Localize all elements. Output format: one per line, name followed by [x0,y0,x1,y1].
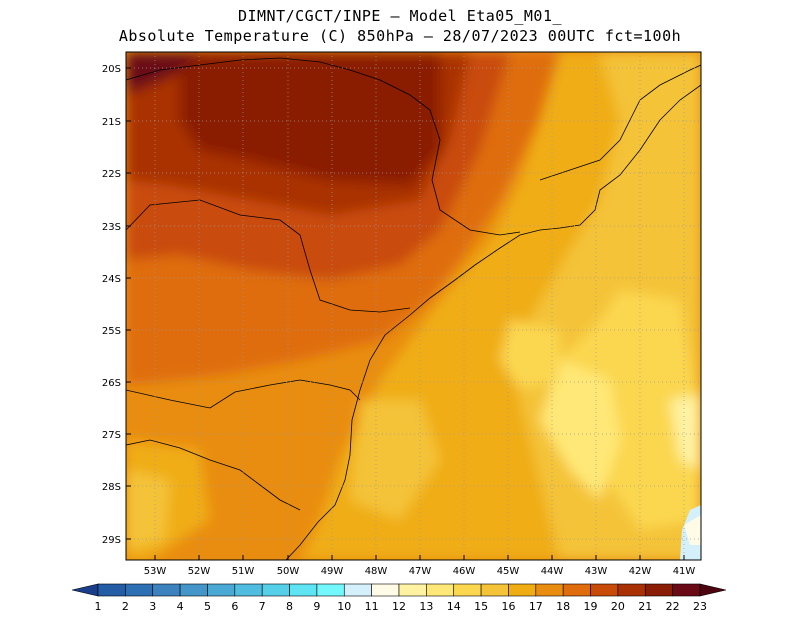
colorbar-box [316,583,345,597]
colorbar: 1 2 3 4 5 6 7 8 9 10 11 12 13 14 15 16 17 18 19 20 21 22 23 [71,583,727,613]
colorbar-box [535,583,564,597]
colorbar-box [426,583,455,597]
colorbar-label: 16 [501,600,515,613]
lon-label: 45W [497,566,520,577]
map-frame [125,51,702,561]
colorbar-label: 13 [419,600,433,613]
colorbar-label: 6 [231,600,238,613]
lon-label: 46W [453,566,476,577]
colorbar-low-arrow [71,583,99,597]
lat-label: 25S [102,326,121,337]
lon-label: 48W [365,566,388,577]
lat-label: 24S [102,274,121,285]
temperature-field [126,52,701,560]
colorbar-box [617,583,646,597]
colorbar-label: 8 [286,600,293,613]
lat-label: 22S [102,169,121,180]
colorbar-box [125,583,154,597]
colorbar-label: 7 [259,600,266,613]
colorbar-label: 4 [177,600,184,613]
lon-label: 50W [277,566,300,577]
colorbar-label: 20 [611,600,625,613]
colorbar-label: 12 [392,600,406,613]
lat-label: 20S [102,64,121,75]
colorbar-label: 9 [313,600,320,613]
colorbar-label: 23 [693,600,707,613]
colorbar-label: 19 [584,600,598,613]
colorbar-box [371,583,400,597]
colorbar-box [480,583,509,597]
lon-label: 52W [188,566,211,577]
lon-label: 49W [321,566,344,577]
colorbar-label: 1 [95,600,102,613]
colorbar-box [398,583,427,597]
lon-label: 47W [409,566,432,577]
colorbar-box [453,583,482,597]
colorbar-label: 11 [365,600,379,613]
colorbar-label: 17 [529,600,543,613]
colorbar-box [97,583,126,597]
colorbar-box [152,583,181,597]
colorbar-label: 14 [447,600,461,613]
colorbar-label: 5 [204,600,211,613]
colorbar-box [207,583,236,597]
colorbar-label: 3 [149,600,156,613]
colorbar-box [590,583,619,597]
colorbar-label: 21 [638,600,652,613]
colorbar-label: 15 [474,600,488,613]
lon-label: 44W [541,566,564,577]
colorbar-box [343,583,372,597]
lon-label: 42W [629,566,652,577]
lon-label: 43W [585,566,608,577]
lat-label: 28S [102,482,121,493]
colorbar-high-arrow [699,583,727,597]
latitude-labels: 20S 21S 22S 23S 24S 25S 26S 27S 28S 29S [102,64,131,546]
lon-label: 53W [144,566,167,577]
colorbar-box [234,583,263,597]
lat-label: 29S [102,535,121,546]
colorbar-box [644,583,673,597]
colorbar-box [672,583,701,597]
lat-label: 21S [102,117,121,128]
colorbar-box [261,583,290,597]
colorbar-label: 22 [666,600,680,613]
colorbar-label: 2 [122,600,129,613]
colorbar-box [562,583,591,597]
colorbar-label: 18 [556,600,570,613]
title-line-1: DIMNT/CGCT/INPE – Model Eta05_M01_ [237,7,563,25]
title-line-2: Absolute Temperature (C) 850hPa – 28/07/… [118,27,682,45]
lat-label: 23S [102,222,121,233]
lat-label: 26S [102,378,121,389]
colorbar-box [179,583,208,597]
colorbar-box [289,583,318,597]
lon-label: 51W [232,566,255,577]
colorbar-box [508,583,537,597]
colorbar-label: 10 [337,600,351,613]
lat-label: 27S [102,430,121,441]
lon-label: 41W [673,566,696,577]
longitude-labels: 53W 52W 51W 50W 49W 48W 47W 46W 45W 44W 43W 42W 41W [144,555,696,577]
